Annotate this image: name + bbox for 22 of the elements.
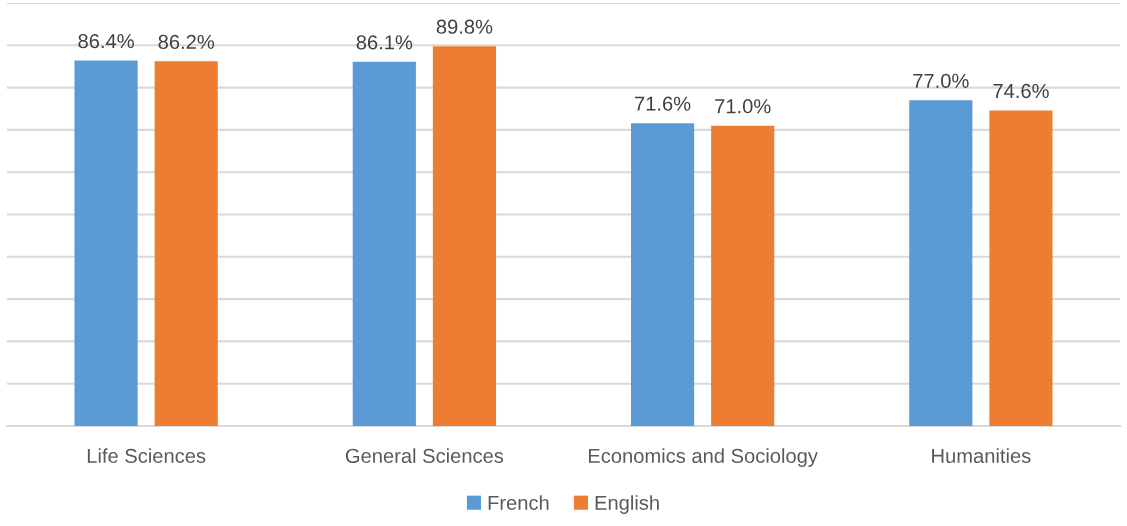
x-tick-label: Life Sciences — [87, 448, 206, 464]
bar — [630, 123, 695, 426]
data-label: 86.2% — [158, 34, 215, 50]
legend-label: French — [488, 495, 549, 510]
x-tick-label: Humanities — [932, 448, 1031, 464]
data-label: 77.0% — [913, 73, 969, 88]
data-label: 71.6% — [635, 96, 691, 111]
data-label: 86.1% — [356, 35, 413, 50]
bar — [989, 110, 1053, 426]
data-label: 89.8% — [436, 19, 493, 34]
data-label: 74.6% — [993, 83, 1049, 99]
data-label: 71.0% — [715, 99, 771, 114]
bar — [909, 100, 973, 426]
legend-label: English — [595, 495, 659, 514]
x-tick-label: General Sciences — [345, 448, 504, 464]
bar — [432, 46, 497, 426]
data-label: 86.4% — [78, 33, 134, 49]
bar — [74, 60, 138, 426]
bar — [154, 61, 218, 426]
x-tick-label: Economics and Sociology — [588, 448, 818, 467]
bar — [352, 61, 416, 426]
bar — [711, 125, 775, 426]
